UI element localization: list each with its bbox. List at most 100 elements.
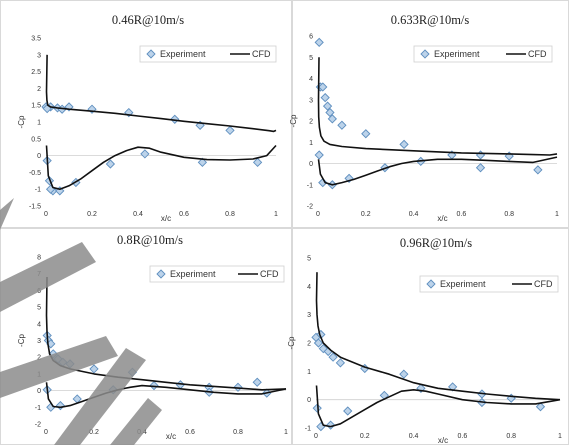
chart-legend: Experiment CFD xyxy=(413,45,553,63)
x-tick-label: 0.2 xyxy=(89,429,99,436)
legend-marker-experiment xyxy=(156,269,166,279)
y-tick-label: 2 xyxy=(37,86,41,93)
watermark-band xyxy=(54,348,146,445)
experiment-point xyxy=(535,402,546,412)
legend-marker-experiment xyxy=(146,49,156,59)
x-axis-label: x/c xyxy=(161,214,171,223)
experiment-point xyxy=(335,358,346,368)
y-axis-label: -Cp xyxy=(17,334,26,347)
y-tick-label: 1 xyxy=(37,120,41,127)
legend-marker-experiment xyxy=(420,49,430,59)
x-tick-label: 1 xyxy=(555,211,559,218)
experiment-point xyxy=(399,139,409,150)
chart-legend: Experiment CFD xyxy=(139,45,277,63)
chart-title: 0.8R@10m/s xyxy=(117,233,183,247)
y-tick-label: -2 xyxy=(307,204,313,211)
chart-border xyxy=(292,0,569,228)
y-tick-label: 0 xyxy=(307,397,311,404)
legend-box xyxy=(413,45,553,63)
x-tick-label: 0.4 xyxy=(409,433,419,440)
y-tick-label: -1.5 xyxy=(29,204,41,211)
cfd-line xyxy=(317,156,558,186)
y-tick-label: 0 xyxy=(37,388,41,395)
x-tick-label: 0.2 xyxy=(360,433,370,440)
y-tick-label: 1.5 xyxy=(31,103,41,110)
experiment-point xyxy=(325,107,335,118)
y-tick-label: 0 xyxy=(309,161,313,168)
x-tick-label: 1 xyxy=(284,429,288,436)
watermark-band xyxy=(0,336,118,398)
legend-label-experiment: Experiment xyxy=(160,49,206,59)
x-tick-label: 0.2 xyxy=(361,211,371,218)
chart-title: 0.46R@10m/s xyxy=(112,13,184,27)
y-tick-label: -1 xyxy=(35,187,41,194)
x-tick-label: 0 xyxy=(44,211,48,218)
watermark-band xyxy=(110,398,162,445)
experiment-point xyxy=(327,114,337,124)
y-tick-label: 4 xyxy=(309,76,313,83)
y-tick-label: -1 xyxy=(307,182,313,189)
y-tick-label: -1 xyxy=(305,426,311,433)
y-tick-label: 2 xyxy=(37,355,41,362)
chart-title: 0.633R@10m/s xyxy=(391,13,470,27)
x-tick-label: 0.2 xyxy=(87,211,97,218)
chart-border xyxy=(0,0,292,228)
experiment-point xyxy=(105,159,116,169)
y-tick-label: 1 xyxy=(309,140,313,147)
watermark-stripes xyxy=(0,198,162,445)
y-axis-label: -Cp xyxy=(289,114,298,127)
experiment-point xyxy=(322,101,333,111)
x-tick-label: 0.4 xyxy=(409,211,419,218)
legend-box xyxy=(419,275,559,293)
y-tick-label: 3 xyxy=(37,52,41,59)
cfd-line xyxy=(315,385,561,428)
y-tick-label: 1 xyxy=(307,369,311,376)
y-axis-label: -Cp xyxy=(287,336,296,349)
experiment-point xyxy=(318,82,328,92)
x-tick-label: 0.6 xyxy=(185,429,195,436)
x-tick-label: 0.8 xyxy=(504,211,514,218)
chart-legend: Experiment CFD xyxy=(149,265,285,283)
chart-panel-2: 0.633R@10m/s -2 -1 0 1 2 3 4 5 6 0 0.2 0.4 0.6 0.8 1 x/c… xyxy=(289,0,569,228)
x-tick-label: 0 xyxy=(314,433,318,440)
cfd-line xyxy=(315,272,561,401)
chart-legend: Experiment CFD xyxy=(419,275,559,293)
x-tick-label: 0.6 xyxy=(457,211,467,218)
legend-box xyxy=(149,265,285,283)
x-tick-label: 1 xyxy=(558,433,562,440)
y-tick-label: -2 xyxy=(35,422,41,429)
x-tick-label: 0.6 xyxy=(458,433,468,440)
y-tick-label: 2.5 xyxy=(31,69,41,76)
watermark-band xyxy=(0,198,14,230)
experiment-point xyxy=(314,37,324,48)
y-tick-label: -1 xyxy=(35,405,41,412)
experiment-point xyxy=(361,129,371,139)
chart-title: 0.96R@10m/s xyxy=(400,236,472,250)
watermark-band xyxy=(0,242,96,312)
experiment-point xyxy=(225,125,235,136)
cfd-line xyxy=(317,57,558,156)
y-axis-label: -Cp xyxy=(17,115,26,128)
legend-label-cfd: CFD xyxy=(252,49,271,59)
x-tick-label: 0.8 xyxy=(225,211,235,218)
x-axis-label: x/c xyxy=(437,214,447,223)
x-tick-label: 0 xyxy=(316,211,320,218)
x-axis-label: x/c xyxy=(166,432,176,441)
x-tick-label: 0.6 xyxy=(179,211,189,218)
legend-label-experiment: Experiment xyxy=(170,269,216,279)
y-tick-label: 5 xyxy=(37,305,41,312)
experiment-point xyxy=(140,149,150,159)
y-tick-label: 4 xyxy=(37,321,41,328)
y-tick-label: -0.5 xyxy=(29,170,41,177)
y-tick-label: 3 xyxy=(309,97,313,104)
y-tick-label: 2 xyxy=(309,119,313,126)
x-tick-label: 0.8 xyxy=(233,429,243,436)
y-tick-label: 6 xyxy=(309,34,313,41)
experiment-point xyxy=(533,165,543,175)
x-tick-label: 0 xyxy=(44,429,48,436)
y-tick-label: 3 xyxy=(307,312,311,319)
cfd-line xyxy=(45,144,277,190)
x-axis-label: x/c xyxy=(438,436,448,445)
